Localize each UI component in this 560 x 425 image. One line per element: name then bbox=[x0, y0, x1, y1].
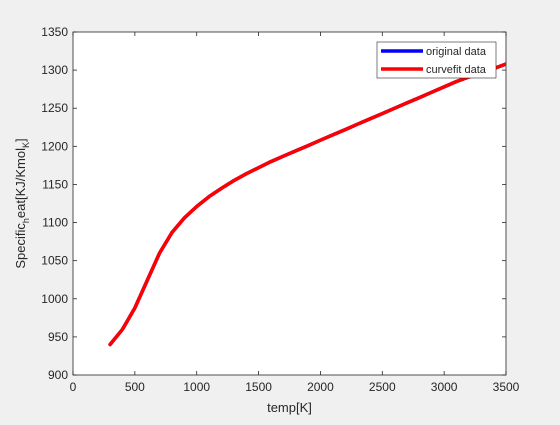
x-tick-label: 2500 bbox=[369, 380, 396, 394]
y-axis-label-part-3: ] bbox=[13, 138, 28, 142]
y-tick-label: 1300 bbox=[41, 63, 68, 77]
y-tick-label: 900 bbox=[48, 368, 68, 382]
y-axis: 900 950 1000 1050 1100 1150 1200 1250 1300 1350 bbox=[41, 25, 506, 382]
x-tick-label: 3000 bbox=[431, 380, 458, 394]
x-tick-label: 3500 bbox=[493, 380, 520, 394]
y-axis-label-part-2: eat[KJ/Kmol bbox=[13, 148, 28, 218]
x-axis-label: temp[K] bbox=[267, 400, 312, 415]
y-tick-label: 1350 bbox=[41, 25, 68, 39]
x-tick-label: 1000 bbox=[183, 380, 210, 394]
legend-label-original: original data bbox=[426, 46, 487, 58]
y-axis-label: Specificheat[KJ/KmolK] bbox=[13, 138, 31, 268]
y-axis-label-part-1: Specific bbox=[13, 223, 28, 269]
y-tick-label: 1100 bbox=[42, 216, 68, 230]
x-tick-label: 2000 bbox=[307, 380, 334, 394]
y-tick-label: 1150 bbox=[42, 177, 68, 191]
legend-box bbox=[376, 41, 497, 79]
y-tick-label: 950 bbox=[48, 330, 68, 344]
plot-area bbox=[72, 31, 507, 376]
series-layer bbox=[108, 62, 506, 347]
y-tick-label: 1200 bbox=[41, 139, 68, 153]
y-tick-label: 1000 bbox=[41, 292, 68, 306]
x-tick-label: 500 bbox=[125, 380, 145, 394]
y-axis-label-subscript-1: h bbox=[21, 218, 31, 223]
x-tick-label: 0 bbox=[70, 380, 77, 394]
y-tick-label: 1250 bbox=[41, 101, 68, 115]
x-tick-label: 1500 bbox=[245, 380, 272, 394]
series-line-1 bbox=[108, 62, 506, 347]
y-tick-label: 1050 bbox=[41, 254, 68, 268]
legend-label-curvefit: curvefit data bbox=[426, 64, 487, 76]
x-axis: 0 500 1000 1500 2000 2500 3000 3500 bbox=[70, 32, 520, 394]
legend: original data curvefit data bbox=[376, 41, 497, 79]
y-axis-label-subscript-2: K bbox=[21, 142, 31, 148]
